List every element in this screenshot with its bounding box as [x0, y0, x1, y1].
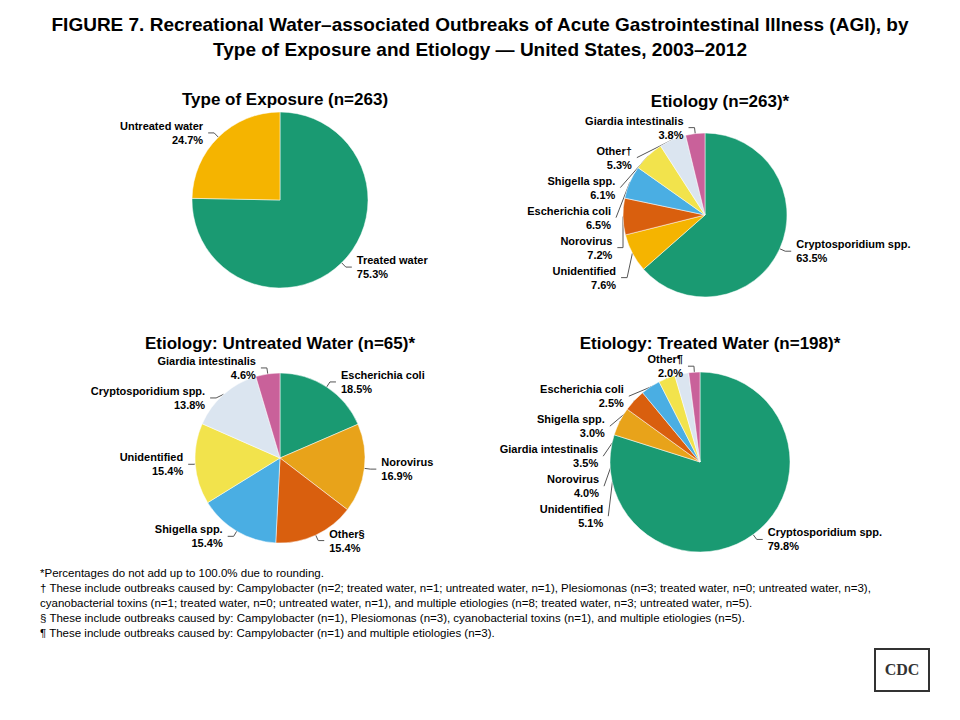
svg-text:Giardia intestinalis: Giardia intestinalis [585, 115, 683, 127]
html-text:§ These include outbreaks caus: § These include outbreaks caused by: Cam… [40, 612, 745, 624]
svg-text:4.6%: 4.6% [231, 369, 256, 381]
svg-text:Etiology: Untreated Water (n=6: Etiology: Untreated Water (n=65)* [145, 334, 415, 353]
html-text:*Percentages do not add up to: *Percentages do not add up to 100.0% due… [40, 567, 324, 579]
svg-text:16.9%: 16.9% [381, 470, 412, 482]
svg-text:5.1%: 5.1% [578, 517, 603, 529]
svg-text:Unidentified: Unidentified [553, 265, 617, 277]
svg-text:3.5%: 3.5% [573, 457, 598, 469]
svg-text:18.5%: 18.5% [341, 383, 372, 395]
svg-text:15.4%: 15.4% [152, 465, 183, 477]
svg-text:2.5%: 2.5% [599, 397, 624, 409]
svg-text:Norovirus: Norovirus [547, 473, 599, 485]
svg-text:24.7%: 24.7% [172, 134, 203, 146]
html-text:FIGURE 7. Recreational Water–a: FIGURE 7. Recreational Water–associated … [51, 14, 909, 60]
svg-text:6.5%: 6.5% [586, 219, 611, 231]
svg-text:15.4%: 15.4% [329, 542, 360, 554]
svg-text:Other¶: Other¶ [647, 353, 682, 365]
svg-text:Cryptosporidium spp.: Cryptosporidium spp. [91, 385, 205, 397]
svg-text:Norovirus: Norovirus [381, 456, 433, 468]
svg-text:4.0%: 4.0% [574, 487, 599, 499]
svg-text:Giardia intestinalis: Giardia intestinalis [157, 355, 255, 367]
svg-text:Unidentified: Unidentified [120, 451, 184, 463]
svg-text:Unidentified: Unidentified [540, 503, 604, 515]
html-text:CDC: CDC [884, 661, 920, 678]
svg-text:3.8%: 3.8% [658, 129, 683, 141]
svg-text:15.4%: 15.4% [191, 537, 222, 549]
svg-text:7.6%: 7.6% [591, 279, 616, 291]
svg-text:75.3%: 75.3% [357, 268, 388, 280]
svg-text:Cryptosporidium spp.: Cryptosporidium spp. [796, 238, 910, 250]
svg-text:Shigella spp.: Shigella spp. [547, 175, 615, 187]
svg-text:Shigella spp.: Shigella spp. [537, 413, 605, 425]
svg-text:63.5%: 63.5% [796, 252, 827, 264]
svg-text:Other§: Other§ [329, 528, 364, 540]
svg-text:Norovirus: Norovirus [560, 235, 612, 247]
svg-text:3.0%: 3.0% [580, 427, 605, 439]
svg-text:7.2%: 7.2% [587, 249, 612, 261]
svg-text:Cryptosporidium spp.: Cryptosporidium spp. [768, 526, 882, 538]
svg-text:Untreated water: Untreated water [120, 120, 204, 132]
svg-text:79.8%: 79.8% [768, 540, 799, 552]
svg-text:Other†: Other† [596, 145, 631, 157]
svg-text:5.3%: 5.3% [607, 159, 632, 171]
svg-text:Etiology (n=263)*: Etiology (n=263)* [651, 92, 790, 111]
svg-text:2.0%: 2.0% [658, 367, 683, 379]
svg-text:Etiology: Treated Water (n=198: Etiology: Treated Water (n=198)* [580, 334, 841, 353]
svg-text:6.1%: 6.1% [590, 189, 615, 201]
svg-text:Type of Exposure (n=263): Type of Exposure (n=263) [182, 90, 388, 109]
svg-text:Escherichia coli: Escherichia coli [527, 205, 611, 217]
svg-text:Escherichia coli: Escherichia coli [341, 369, 425, 381]
html-text:† These include outbreaks caus: † These include outbreaks caused by: Cam… [40, 582, 871, 609]
html-text:¶ These include outbreaks caus: ¶ These include outbreaks caused by: Cam… [40, 627, 495, 639]
svg-text:Treated water: Treated water [357, 254, 429, 266]
svg-text:13.8%: 13.8% [174, 399, 205, 411]
svg-text:Escherichia coli: Escherichia coli [540, 383, 624, 395]
svg-text:Shigella spp.: Shigella spp. [155, 523, 223, 535]
svg-text:Giardia intestinalis: Giardia intestinalis [500, 443, 598, 455]
